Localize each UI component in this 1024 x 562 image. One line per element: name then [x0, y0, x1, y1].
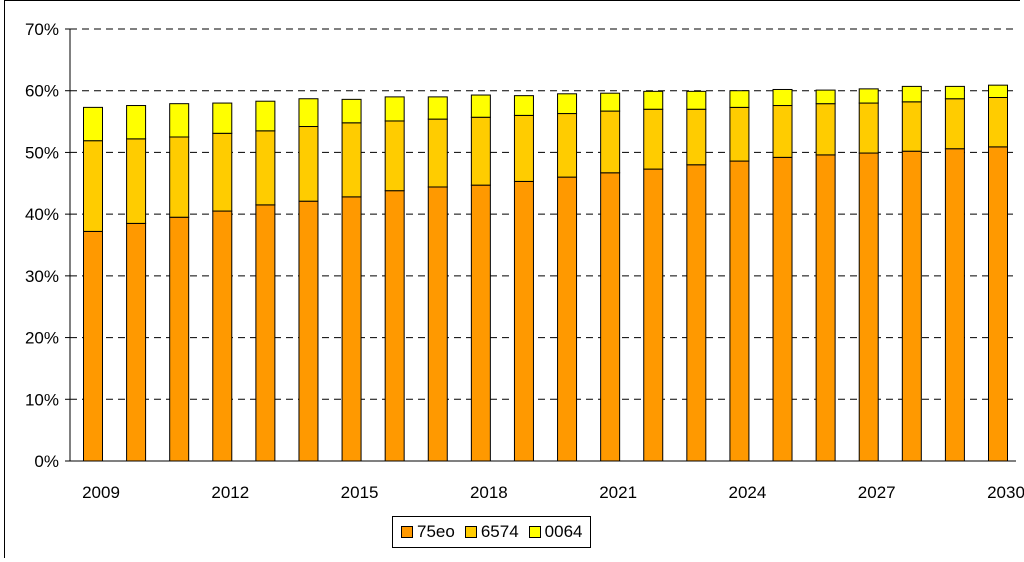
legend-item-75eo: 75eo [401, 522, 455, 542]
legend-item-0064: 0064 [528, 522, 583, 542]
y-tick-label: 70% [25, 20, 59, 39]
bar-6574-2009 [83, 140, 103, 232]
bar-6574-2017 [427, 118, 448, 188]
bar-0064-2013 [255, 100, 276, 132]
legend-swatch-75eo [401, 526, 413, 538]
bar-0064-2012 [212, 102, 233, 134]
x-tick-label: 2024 [729, 483, 767, 502]
bar-6574-2022 [643, 108, 664, 170]
bar-75eo-2012 [212, 210, 233, 462]
x-tick-label: 2015 [341, 483, 379, 502]
bar-75eo-2015 [341, 196, 362, 462]
bar-75eo-2023 [686, 164, 707, 462]
bar-6574-2016 [384, 120, 405, 192]
bar-75eo-2018 [470, 184, 491, 462]
bar-6574-2015 [341, 122, 362, 198]
bar-75eo-2025 [772, 156, 793, 462]
y-tick-label: 40% [25, 205, 59, 224]
bar-0064-2020 [557, 93, 578, 115]
bar-6574-2027 [858, 102, 879, 154]
bar-75eo-2019 [513, 180, 534, 462]
y-tick-label: 0% [34, 452, 59, 471]
bar-75eo-2010 [126, 222, 147, 462]
bar-75eo-2026 [815, 154, 836, 462]
bar-0064-2030 [988, 84, 1008, 99]
y-tick-label: 50% [25, 143, 59, 162]
bar-0064-2025 [772, 88, 793, 107]
bar-6574-2010 [126, 138, 147, 224]
bar-6574-2020 [557, 113, 578, 178]
legend-label-0064: 0064 [544, 522, 583, 541]
y-tick-label: 60% [25, 82, 59, 101]
bar-0064-2022 [643, 90, 664, 110]
bar-75eo-2030 [988, 146, 1008, 462]
bar-0064-2027 [858, 88, 879, 104]
bar-6574-2011 [169, 136, 190, 218]
bar-75eo-2022 [643, 168, 664, 462]
bar-6574-2029 [944, 98, 965, 150]
bar-75eo-2027 [858, 152, 879, 462]
bar-75eo-2021 [600, 172, 621, 462]
bar-75eo-2024 [729, 160, 750, 462]
bar-0064-2009 [83, 106, 103, 142]
bar-0064-2021 [600, 92, 621, 112]
bar-6574-2012 [212, 132, 233, 212]
bar-75eo-2009 [83, 230, 103, 462]
bar-75eo-2017 [427, 186, 448, 462]
bar-0064-2016 [384, 96, 405, 122]
bar-0064-2017 [427, 96, 448, 120]
bar-6574-2024 [729, 106, 750, 162]
bar-75eo-2013 [255, 204, 276, 462]
y-tick-label: 10% [25, 390, 59, 409]
chart-legend: 75eo 6574 0064 [392, 516, 592, 548]
bar-6574-2013 [255, 130, 276, 206]
x-tick-label: 2012 [211, 483, 249, 502]
bar-75eo-2020 [557, 176, 578, 462]
bar-0064-2018 [470, 94, 491, 118]
bar-75eo-2029 [944, 148, 965, 462]
bar-75eo-2011 [169, 216, 190, 462]
y-tick-label: 30% [25, 267, 59, 286]
legend-swatch-6574 [464, 526, 477, 538]
bar-0064-2023 [686, 90, 707, 110]
bar-6574-2019 [513, 114, 534, 182]
bar-0064-2024 [729, 90, 750, 108]
x-tick-label: 2021 [599, 483, 637, 502]
bar-6574-2023 [686, 108, 707, 166]
legend-swatch-0064 [528, 526, 541, 538]
bar-0064-2010 [126, 105, 147, 140]
bar-75eo-2016 [384, 190, 405, 462]
chart-frame [4, 0, 1020, 558]
bar-75eo-2028 [901, 150, 922, 462]
bar-0064-2019 [513, 95, 534, 116]
bar-0064-2015 [341, 98, 362, 124]
x-tick-label: 2030 [987, 483, 1024, 502]
legend-label-75eo: 75eo [417, 522, 455, 541]
bar-0064-2014 [298, 98, 319, 128]
x-tick-label: 2027 [858, 483, 896, 502]
x-tick-label: 2009 [82, 483, 120, 502]
bar-0064-2028 [901, 85, 922, 103]
bar-0064-2029 [944, 85, 965, 100]
bar-6574-2014 [298, 126, 319, 202]
legend-label-6574: 6574 [480, 522, 519, 541]
bar-0064-2026 [815, 89, 836, 105]
bar-6574-2018 [470, 116, 491, 186]
bar-6574-2030 [988, 97, 1008, 148]
y-tick-label: 20% [25, 329, 59, 348]
legend-item-6574: 6574 [464, 522, 519, 542]
bar-0064-2011 [169, 103, 190, 138]
x-tick-label: 2018 [470, 483, 508, 502]
bar-6574-2021 [600, 110, 621, 174]
bar-6574-2026 [815, 103, 836, 156]
bar-75eo-2014 [298, 200, 319, 462]
bar-6574-2028 [901, 101, 922, 152]
bar-6574-2025 [772, 105, 793, 158]
